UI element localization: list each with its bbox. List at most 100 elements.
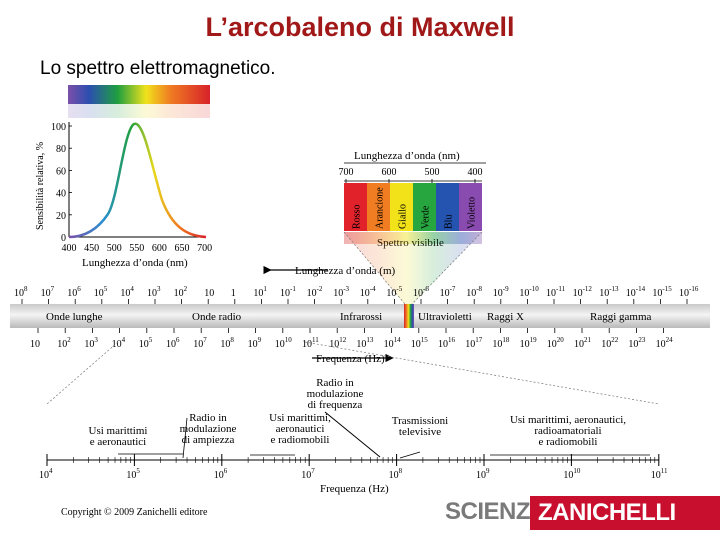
sensitivity-xtick-label: 650: [175, 243, 190, 254]
radio-xlabel: Frequenza (Hz): [320, 483, 389, 495]
wavelength-label: Lunghezza d’onda (m): [295, 265, 396, 277]
frequency-ticks: 10 102 103 104 105 106 107 108 109 1010 1011 1012 10…: [30, 328, 673, 350]
radio-label-marittimi1: Usi marittimi e aeronautici: [89, 425, 148, 448]
frequency-tick-label: 1010: [275, 336, 293, 350]
sensitivity-xtick-label: 400: [62, 243, 77, 254]
sensitivity-xtick-label: 500: [107, 243, 122, 254]
frequency-tick-label: 104: [112, 336, 126, 350]
visible-band-label: Blu: [444, 215, 455, 229]
wavelength-tick-label: 10-5: [386, 285, 402, 299]
frequency-tick-label: 1011: [302, 336, 319, 350]
copyright-notice: Copyright © 2009 Zanichelli editore: [61, 507, 208, 518]
wavelength-tick-label: 10: [204, 288, 214, 299]
frequency-tick-label: 1021: [574, 336, 592, 350]
wavelength-tick-label: 10-12: [573, 285, 593, 299]
spectrum-bar: [10, 304, 710, 328]
brand-scienze-logo: SCIENZE: [445, 498, 546, 525]
frequency-tick-label: 108: [220, 336, 234, 350]
wavelength-tick-label: 10-11: [546, 285, 566, 299]
radio-label-marittimi3: Usi marittimi, aeronautici, radioamatoria…: [510, 414, 626, 448]
sensitivity-ytick-label: 40: [56, 189, 66, 200]
visible-spectrum-box: Lunghezza d’onda (nm) 700 600 500 400 Rosso…: [339, 150, 486, 305]
spectrum-band-label: Infrarossi: [340, 311, 382, 323]
wavelength-tick-label: 10-10: [519, 285, 539, 299]
frequency-tick-label: 109: [248, 336, 262, 350]
sensitivity-xticks: 400 450 500 550 600 650 700: [62, 243, 213, 254]
wavelength-tick-label: 10-2: [307, 285, 323, 299]
sensitivity-ytick-label: 0: [61, 233, 66, 244]
sensitivity-xlabel: Lunghezza d’onda (nm): [82, 257, 188, 269]
visible-band-label: Violetto: [467, 197, 478, 229]
wavelength-tick-label: 105: [94, 285, 108, 299]
radio-label-marittimi2: Usi marittimi, aeronautici e radiomobili: [269, 412, 331, 446]
frequency-tick-label: 1014: [384, 336, 402, 350]
frequency-tick-label: 1018: [492, 336, 510, 350]
frequency-tick-label: 1023: [628, 336, 646, 350]
visible-box-bands: Rosso Arancione Giallo Verde Blu Violetto: [344, 183, 482, 231]
wavelength-tick-label: 10-4: [360, 285, 376, 299]
frequency-tick-label: 103: [84, 336, 98, 350]
frequency-tick-label: 105: [139, 336, 153, 350]
sensitivity-ytick-label: 80: [56, 144, 66, 155]
spectrum-band-label: Onde radio: [192, 311, 242, 323]
wavelength-tick-label: 102: [174, 285, 188, 299]
wavelength-tick-label: 10-16: [679, 285, 699, 299]
wavelength-tick-label: 10-6: [413, 285, 429, 299]
radio-usage-labels: Usi marittimi e aeronautici Radio in modula…: [89, 377, 627, 448]
radio-tick-label: 104: [39, 467, 53, 481]
sensitivity-ylabel: Sensibilità relativa, %: [35, 142, 46, 230]
frequency-tick-label: 1012: [329, 336, 347, 350]
frequency-tick-label: 1024: [656, 336, 674, 350]
visible-band-1: [367, 183, 390, 231]
visible-box-title: Lunghezza d’onda (nm): [354, 150, 460, 162]
radio-tick-label: 1011: [651, 467, 668, 481]
wavelength-tick-label: 104: [120, 285, 134, 299]
radio-tick-label: 105: [126, 467, 140, 481]
visible-band-label: Arancione: [375, 187, 386, 229]
visible-band-2: [390, 183, 413, 231]
spectrum-band-label: Ultravioletti: [418, 311, 472, 323]
visible-band-4: [436, 183, 459, 231]
frequency-tick-label: 107: [193, 336, 207, 350]
frequency-tick-label: 1015: [411, 336, 429, 350]
spectrum-band-label: Raggi gamma: [590, 311, 652, 323]
sensitivity-xtick-label: 550: [129, 243, 144, 254]
radio-tick-label: 1010: [563, 467, 581, 481]
wavelength-tick-label: 108: [14, 285, 28, 299]
radio-label-fm: Radio in modulazione di frequenza: [307, 377, 364, 411]
spectrum-band-label: Raggi X: [487, 311, 524, 323]
page-subtitle: Lo spettro elettromagnetico.: [40, 58, 276, 79]
wavelength-tick-label: 10-3: [333, 285, 349, 299]
sensitivity-xtick-label: 600: [152, 243, 167, 254]
sensitivity-ytick-label: 100: [51, 122, 66, 133]
sensitivity-xtick-label: 450: [84, 243, 99, 254]
wavelength-tick-label: 103: [147, 285, 161, 299]
radio-tick-label: 108: [389, 467, 403, 481]
page-title: L’arcobaleno di Maxwell: [205, 12, 515, 42]
frequency-tick-label: 102: [57, 336, 71, 350]
visible-slice: [404, 304, 414, 328]
frequency-tick-label: 1019: [520, 336, 538, 350]
radio-tick-label: 109: [476, 467, 490, 481]
frequency-tick-label: 1016: [438, 336, 456, 350]
main-spectrum: Lunghezza d’onda (m) 108 107 106 105 104 103 1…: [10, 265, 710, 405]
visible-band-0: [344, 183, 367, 231]
wavelength-tick-label: 10-8: [466, 285, 482, 299]
brand-zanichelli-logo: ZANICHELLI: [530, 496, 720, 530]
sensitivity-ytick-label: 20: [56, 211, 66, 222]
frequency-tick-label: 1022: [601, 336, 619, 350]
frequency-tick-label: 1017: [465, 336, 483, 350]
wavelength-ticks: 108 107 106 105 104 103 102 10 1 101 10-1 10-2 10-3 1…: [14, 285, 699, 304]
wavelength-tick-label: 10-7: [440, 285, 456, 299]
radio-tick-label: 107: [301, 467, 315, 481]
radio-detail: Usi marittimi e aeronautici Radio in modula…: [39, 377, 668, 495]
visible-band-label: Rosso: [352, 205, 363, 229]
spectrum-band-label: Onde lunghe: [46, 311, 103, 323]
frequency-tick-label: 10: [30, 339, 40, 350]
visible-band-3: [413, 183, 436, 231]
visible-tick-label: 600: [382, 167, 397, 178]
visible-tick-label: 500: [425, 167, 440, 178]
radio-tick-label: 106: [214, 467, 228, 481]
wavelength-tick-label: 10-15: [652, 285, 672, 299]
